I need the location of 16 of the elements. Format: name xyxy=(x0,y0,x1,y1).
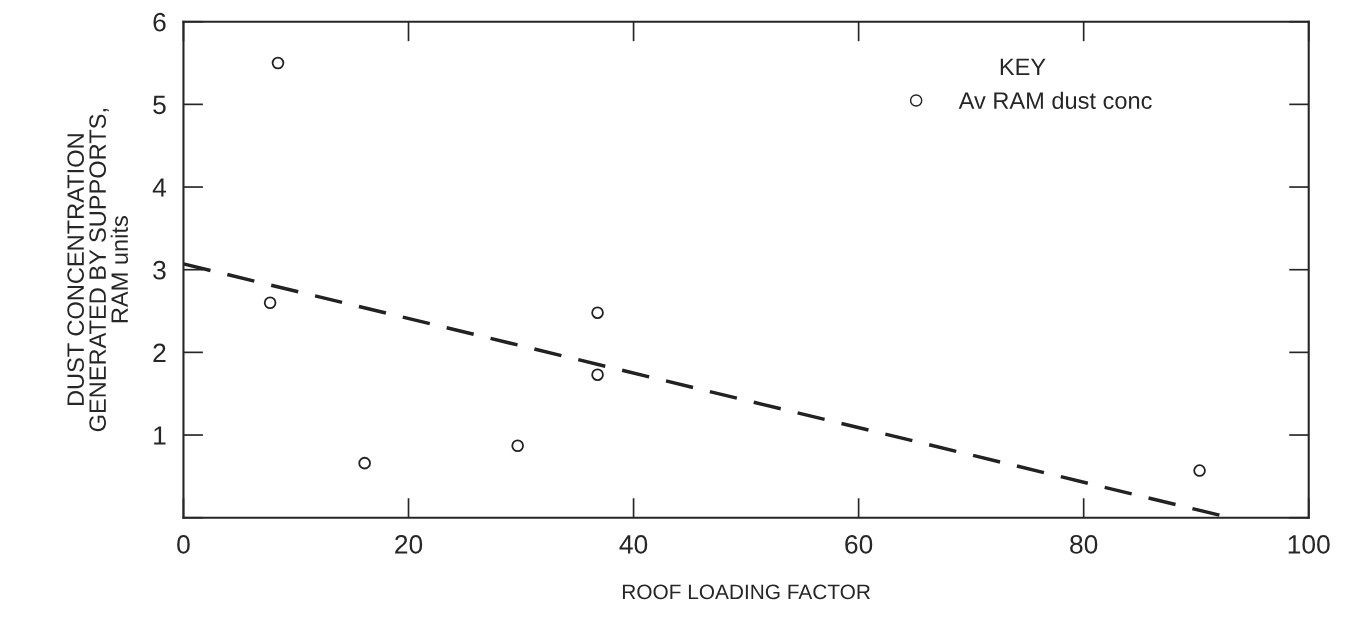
x-tick-label: 60 xyxy=(845,535,873,554)
x-tick-label: 0 xyxy=(177,535,190,554)
x-axis-title: ROOF LOADING FACTOR xyxy=(622,584,870,600)
y-tick-label: 5 xyxy=(153,95,166,115)
legend-title: KEY xyxy=(1000,58,1046,75)
y-tick-label: 1 xyxy=(154,426,166,445)
y-tick-label: 2 xyxy=(153,343,166,362)
x-tick-label: 40 xyxy=(619,535,648,554)
x-tick-label: 20 xyxy=(395,535,423,554)
y-tick-label: 4 xyxy=(152,178,167,197)
x-tick-label: 80 xyxy=(1070,535,1098,554)
y-tick-label: 3 xyxy=(153,260,166,280)
y-tick-label: 6 xyxy=(153,12,166,32)
x-tick-label: 100 xyxy=(1288,535,1330,554)
y-axis-title: DUST CONCENTRATION GENERATED BY SUPPORTS, RAM units xyxy=(67,109,129,432)
legend-label: Av RAM dust conc xyxy=(958,91,1152,109)
